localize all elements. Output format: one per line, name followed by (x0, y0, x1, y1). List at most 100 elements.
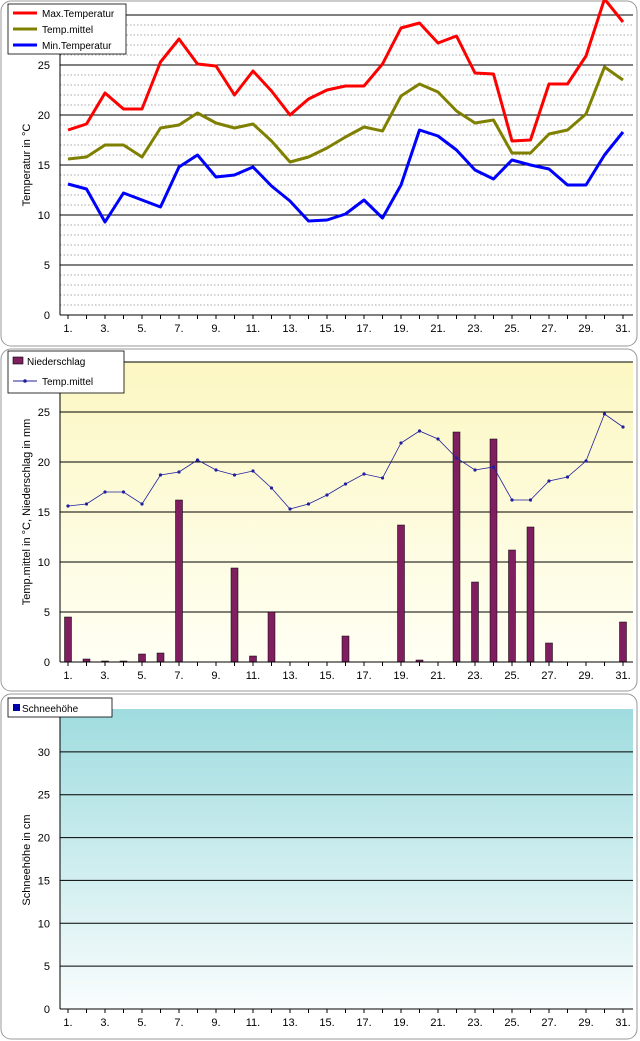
temp-mittel-line (67, 65, 624, 164)
chart3-y-axis-label: Schneehöhe in cm (21, 814, 33, 905)
x-tick-label: 23. (467, 670, 482, 682)
precip-bar (230, 567, 239, 663)
legend-snow-label: Schneehöhe (22, 704, 79, 715)
y-tick-label: 25 (38, 790, 50, 802)
y-tick-label: 20 (38, 110, 50, 122)
temp-mittel-point (306, 502, 311, 506)
legend-precip-label: Niederschlag (27, 357, 85, 368)
legend-mittel2-label: Temp.mittel (42, 377, 93, 388)
y-tick-label: 5 (44, 607, 50, 619)
chart3-plot-area (60, 709, 633, 1009)
x-tick-label: 1. (63, 323, 72, 335)
x-tick-label: 9. (211, 1017, 220, 1029)
precip-bar (452, 431, 461, 663)
chart1-legend: Max.Temperatur Temp.mittel Min.Temperatu… (7, 3, 127, 55)
snow-chart: 0 5 10 15 20 25 30 1. 3. 5. 7. 9. 11. 13. 15. 17. 19. 21.… (0, 693, 638, 1040)
temp-mittel-point (103, 490, 107, 494)
legend-mittel-label: Temp.mittel (42, 25, 93, 36)
y-tick-label: 15 (38, 507, 50, 519)
temp-mittel-point (380, 476, 385, 480)
y-tick-label: 0 (44, 310, 50, 322)
chart2-line (66, 412, 625, 511)
x-tick-label: 3. (100, 323, 109, 335)
temp-mittel-point (602, 412, 607, 416)
temp-mittel-point (288, 507, 292, 511)
y-tick-label: 25 (38, 60, 50, 72)
chart3-gridlines (60, 751, 633, 967)
x-tick-label: 1. (63, 670, 72, 682)
y-tick-label: 30 (38, 747, 50, 759)
x-tick-label: 19. (393, 1017, 408, 1029)
x-tick-label: 11. (246, 323, 260, 335)
legend-mittel2-marker (23, 379, 27, 383)
chart2-bars (64, 431, 627, 663)
min-temperature-line (67, 128, 625, 224)
temp-mittel-point (195, 458, 200, 462)
chart3-legend-box (7, 697, 113, 718)
temp-mittel-point (214, 468, 218, 472)
x-tick-label: 27. (541, 670, 556, 682)
x-tick-label: 7. (174, 323, 183, 335)
x-tick-label: 15. (319, 670, 334, 682)
temp-mittel-point (232, 473, 237, 477)
y-tick-label: 10 (38, 557, 50, 569)
x-tick-label: 1. (63, 1017, 72, 1029)
y-tick-label: 10 (38, 918, 50, 930)
temp-mittel-point (66, 504, 70, 508)
precip-bar (619, 621, 627, 663)
temp-mittel-point (251, 469, 255, 473)
temp-mittel-point (158, 473, 163, 477)
x-tick-label: 3. (100, 670, 109, 682)
temp-mittel-point (436, 437, 440, 441)
chart2-gridlines (60, 361, 633, 613)
x-tick-label: 13. (282, 1017, 297, 1029)
temp-mittel-point (325, 493, 329, 497)
y-tick-label: 0 (44, 1004, 50, 1016)
temp-mittel-point (528, 498, 533, 502)
x-tick-label: 13. (282, 323, 297, 335)
chart1-series (67, 0, 625, 224)
precip-bar (249, 655, 257, 663)
x-tick-label: 11. (246, 1017, 260, 1029)
y-tick-label: 5 (44, 260, 50, 272)
chart2-y-axis-label: Temp.mittel in °C, Niederschlag in mm (21, 419, 33, 606)
x-tick-label: 3. (100, 1017, 109, 1029)
y-tick-label: 5 (44, 961, 50, 973)
x-tick-label: 17. (356, 323, 371, 335)
precip-bar (267, 611, 276, 663)
chart3-axes: 0 5 10 15 20 25 30 1. 3. 5. 7. 9. 11. 13. 15. 17. 19. 21.… (38, 709, 633, 1029)
temp-mittel-point (399, 441, 403, 445)
x-tick-label: 23. (467, 1017, 482, 1029)
x-tick-label: 25. (504, 1017, 519, 1029)
precip-bar (156, 652, 165, 663)
y-tick-label: 15 (38, 875, 50, 887)
y-tick-label: 15 (38, 160, 50, 172)
x-tick-label: 29. (578, 323, 593, 335)
temp-mittel-point (269, 486, 274, 490)
x-tick-label: 19. (393, 323, 408, 335)
x-tick-label: 11. (246, 670, 260, 682)
temp-mittel-point (121, 490, 126, 494)
temp-mittel-point (140, 502, 144, 506)
precip-bar (175, 499, 183, 663)
x-tick-label: 25. (504, 670, 519, 682)
temp-mittel-point (343, 482, 348, 486)
precipitation-chart: 0510152025301.3.5.7.9.11.13.15.17.19.21.… (0, 348, 638, 692)
legend-max-label: Max.Temperatur (42, 9, 115, 20)
temp-mittel-point (454, 456, 459, 460)
precip-bar (397, 524, 405, 663)
x-tick-label: 31. (615, 670, 630, 682)
temp-mittel-point (417, 429, 422, 433)
legend-snow-swatch (13, 704, 20, 711)
x-tick-label: 5. (137, 323, 146, 335)
y-tick-label: 20 (38, 457, 50, 469)
y-tick-label: 0 (44, 657, 50, 669)
temp-mittel-point (621, 425, 625, 429)
chart2-legend: Niederschlag Temp.mittel (7, 350, 125, 394)
temp-mittel-point (177, 470, 181, 474)
chart1-axes: 0510152025301.3.5.7.9.11.13.15.17.19.21.… (38, 10, 633, 335)
x-tick-label: 7. (174, 670, 183, 682)
chart2-legend-box (7, 350, 125, 394)
precip-bar (341, 635, 350, 663)
